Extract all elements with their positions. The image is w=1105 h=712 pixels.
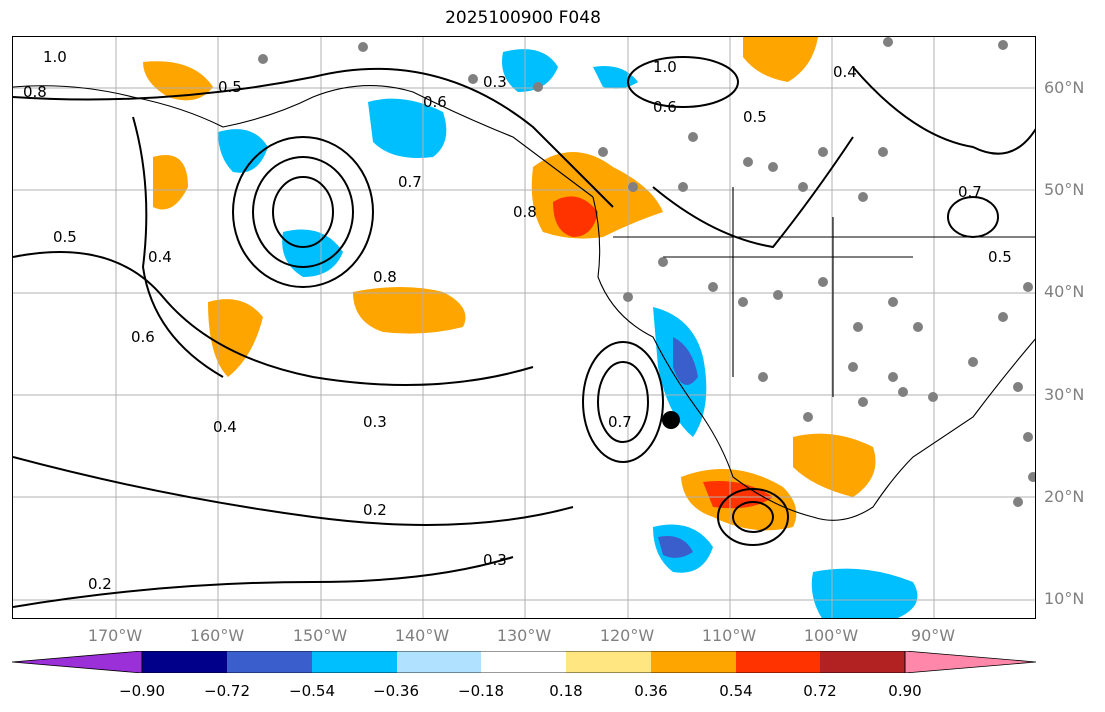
colorbar-tick: −0.72 xyxy=(204,682,250,700)
black-marker xyxy=(662,411,680,429)
contour-label: 1.0 xyxy=(43,48,67,66)
cool-region-low-pacific xyxy=(282,229,343,277)
colorbar-segment xyxy=(227,651,312,673)
lon-label: 170°W xyxy=(87,626,143,645)
colorbar-segment xyxy=(397,651,481,673)
colorbar-tick: 0.18 xyxy=(549,682,583,700)
colorbar-segment xyxy=(820,651,905,673)
colorbar-extend-low xyxy=(11,650,143,674)
warm-region-west-us xyxy=(531,152,663,239)
warm-region-pacific-small xyxy=(153,155,188,210)
colorbar-tick: −0.54 xyxy=(289,682,335,700)
contour-label: 0.4 xyxy=(213,418,237,436)
colorbar-tick: 0.36 xyxy=(634,682,668,700)
lon-label: 110°W xyxy=(701,626,757,645)
contour-label: 0.8 xyxy=(373,268,397,286)
colorbar-segment xyxy=(142,651,227,673)
chart-title: 2025100900 F048 xyxy=(445,8,601,28)
contour-label: 0.2 xyxy=(363,501,387,519)
lon-label: 130°W xyxy=(496,626,552,645)
lon-label: 150°W xyxy=(292,626,348,645)
lat-label: 30°N xyxy=(1044,385,1085,404)
contour-label: 0.5 xyxy=(988,248,1012,266)
lon-label: 100°W xyxy=(803,626,859,645)
warm-region-alaska-west xyxy=(143,61,213,101)
cool-region-alaska-north xyxy=(502,49,558,92)
station-markers xyxy=(258,37,1035,507)
contour-label: 0.3 xyxy=(483,551,507,569)
lon-label: 140°W xyxy=(394,626,450,645)
colorbar xyxy=(11,650,1037,674)
colorbar-segment xyxy=(312,651,397,673)
contour-label: 0.5 xyxy=(743,108,767,126)
contour-label: 0.3 xyxy=(363,413,387,431)
colorbar-extend-high xyxy=(904,650,1037,674)
lon-label: 90°W xyxy=(910,626,956,645)
contour-label: 0.6 xyxy=(653,98,677,116)
contour-label: 0.8 xyxy=(513,203,537,221)
contour-label: 0.4 xyxy=(833,63,857,81)
lat-label: 40°N xyxy=(1044,282,1085,301)
contour-label: 0.3 xyxy=(483,73,507,91)
colorbar-tick: −0.90 xyxy=(119,682,165,700)
colorbar-tick: −0.36 xyxy=(373,682,419,700)
contour-label: 0.6 xyxy=(423,93,447,111)
lon-label: 160°W xyxy=(189,626,245,645)
contour-label: 0.5 xyxy=(53,228,77,246)
warm-region-gulf xyxy=(793,433,876,497)
cold-core-south-mexico xyxy=(658,536,693,558)
colorbar-segment xyxy=(736,651,820,673)
contour-label: 0.4 xyxy=(148,248,172,266)
colorbar-tick: 0.72 xyxy=(803,682,837,700)
cool-region-alaska-panhandle xyxy=(218,129,268,173)
colorbar-segment xyxy=(566,651,651,673)
contour-label: 0.2 xyxy=(88,575,112,593)
shaded-regions xyxy=(143,37,918,618)
lon-label: 120°W xyxy=(599,626,655,645)
cold-core-baja xyxy=(673,337,698,385)
weather-map: 0.2 0.2 0.3 0.3 0.3 0.4 0.4 0.4 0.5 0.5 … xyxy=(12,36,1036,619)
contour-label: 0.6 xyxy=(131,328,155,346)
warm-region-north xyxy=(743,37,818,82)
colorbar-tick: −0.18 xyxy=(458,682,504,700)
contour-label: 0.7 xyxy=(398,173,422,191)
cool-region-gulf-of-alaska xyxy=(368,98,447,158)
contour-lines xyxy=(13,56,1035,608)
lat-label: 50°N xyxy=(1044,180,1085,199)
cool-region-bc xyxy=(593,66,638,89)
colorbar-segment xyxy=(481,651,566,673)
contour-label-group: 0.2 0.2 0.3 0.3 0.3 0.4 0.4 0.4 0.5 0.5 … xyxy=(23,48,1012,593)
colorbar-tick: 0.54 xyxy=(719,682,753,700)
contour-label: 0.7 xyxy=(958,183,982,201)
contour-label: 0.7 xyxy=(608,413,632,431)
colorbar-segment xyxy=(651,651,736,673)
hot-core-west-us xyxy=(553,196,598,237)
lat-label: 20°N xyxy=(1044,487,1085,506)
contour-label: 1.0 xyxy=(653,58,677,76)
contour-label: 0.8 xyxy=(23,83,47,101)
warm-region-central-pacific xyxy=(353,287,466,334)
warm-region-hawaii-north xyxy=(208,299,263,377)
contour-label: 0.5 xyxy=(218,78,242,96)
cool-region-south-east xyxy=(811,568,918,618)
lat-label: 10°N xyxy=(1044,589,1085,608)
colorbar-tick: 0.90 xyxy=(888,682,922,700)
lat-label: 60°N xyxy=(1044,78,1085,97)
